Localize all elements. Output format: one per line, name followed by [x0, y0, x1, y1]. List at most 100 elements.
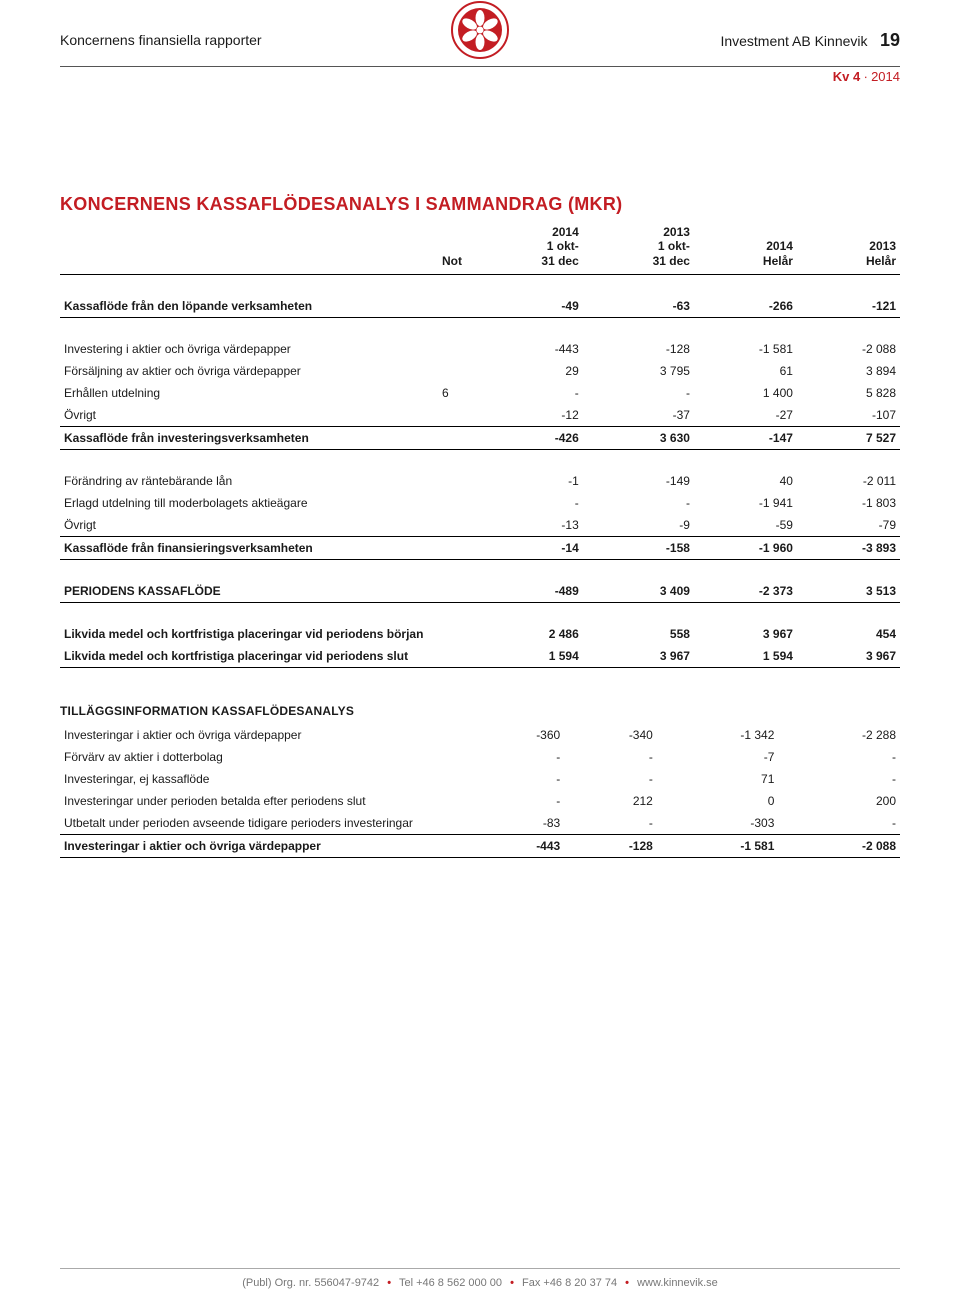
- cell-value: -1: [472, 470, 583, 492]
- table-row: Kassaflöde från finansieringsverksamhete…: [60, 537, 900, 559]
- cell-value: -59: [694, 514, 797, 536]
- dot-icon: •: [387, 1277, 391, 1289]
- cell-value: -49: [472, 295, 583, 317]
- table-row: Förvärv av aktier i dotterbolag - - -7 -: [60, 746, 900, 768]
- table-row: Likvida medel och kortfristiga placering…: [60, 623, 900, 645]
- cell-value: -1 581: [657, 835, 779, 857]
- cell-value: 1 594: [694, 645, 797, 667]
- header-left-title: Koncernens finansiella rapporter: [60, 32, 262, 48]
- page-title: KONCERNENS KASSAFLÖDESANALYS I SAMMANDRA…: [60, 194, 900, 215]
- table-row: Kassaflöde från investeringsverksamheten…: [60, 427, 900, 449]
- cell-value: -2 288: [778, 724, 900, 746]
- cell-value: -266: [694, 295, 797, 317]
- th-col1: 2014 1 okt- 31 dec: [472, 221, 583, 274]
- dot-icon: •: [510, 1277, 514, 1289]
- cell-value: -79: [797, 514, 900, 536]
- cell-value: 200: [778, 790, 900, 812]
- table-row: Erlagd utdelning till moderbolagets akti…: [60, 492, 900, 514]
- kv-dot: ∙: [864, 69, 871, 84]
- cell-label: Investeringar i aktier och övriga värdep…: [60, 835, 438, 857]
- cell-value: -: [472, 492, 583, 514]
- th-empty: [60, 221, 438, 274]
- cell-note: 6: [438, 382, 472, 404]
- table-row: Investering i aktier och övriga värdepap…: [60, 338, 900, 360]
- cell-value: 3 513: [797, 580, 900, 602]
- footer-fax: Fax +46 8 20 37 74: [522, 1277, 617, 1289]
- th-col3: 2014 Helår: [694, 221, 797, 274]
- cell-value: -426: [472, 427, 583, 449]
- cell-value: -: [778, 746, 900, 768]
- cell-value: -37: [583, 404, 694, 426]
- cell-value: 1 400: [694, 382, 797, 404]
- cell-value: -: [564, 746, 657, 768]
- cell-value: -: [472, 768, 565, 790]
- supplementary-table: Investeringar i aktier och övriga värdep…: [60, 724, 900, 858]
- table-row: Övrigt -12 -37 -27 -107: [60, 404, 900, 426]
- cell-value: -63: [583, 295, 694, 317]
- cell-label: Kassaflöde från investeringsverksamheten: [60, 427, 438, 449]
- th-col4: 2013 Helår: [797, 221, 900, 274]
- cell-value: -14: [472, 537, 583, 559]
- cell-value: -3 893: [797, 537, 900, 559]
- cell-value: -12: [472, 404, 583, 426]
- cell-value: 61: [694, 360, 797, 382]
- table-row: Utbetalt under perioden avseende tidigar…: [60, 812, 900, 834]
- cell-value: 558: [583, 623, 694, 645]
- cell-label: Kassaflöde från den löpande verksamheten: [60, 295, 438, 317]
- cell-value: 3 967: [797, 645, 900, 667]
- cell-value: -: [472, 790, 565, 812]
- cell-label: Försäljning av aktier och övriga värdepa…: [60, 360, 438, 382]
- cell-value: 1 594: [472, 645, 583, 667]
- cell-value: 3 894: [797, 360, 900, 382]
- cell-value: 2 486: [472, 623, 583, 645]
- footer-web: www.kinnevik.se: [637, 1277, 718, 1289]
- cell-value: -1 941: [694, 492, 797, 514]
- cell-value: -: [564, 812, 657, 834]
- cell-value: -1 581: [694, 338, 797, 360]
- cell-value: -: [472, 746, 565, 768]
- quarter-label: Kv 4 ∙ 2014: [60, 69, 900, 84]
- cell-label: Likvida medel och kortfristiga placering…: [60, 645, 438, 667]
- cell-value: -83: [472, 812, 565, 834]
- cell-value: 454: [797, 623, 900, 645]
- cell-value: -: [583, 492, 694, 514]
- cell-label: Investering i aktier och övriga värdepap…: [60, 338, 438, 360]
- cell-value: -128: [564, 835, 657, 857]
- cell-value: -2 088: [797, 338, 900, 360]
- cell-value: -: [778, 812, 900, 834]
- cell-label: Utbetalt under perioden avseende tidigar…: [60, 812, 438, 834]
- cell-value: 3 795: [583, 360, 694, 382]
- logo-icon: [450, 0, 510, 60]
- cell-value: -303: [657, 812, 779, 834]
- cell-value: -443: [472, 338, 583, 360]
- kv-prefix: Kv 4: [833, 69, 860, 84]
- cell-value: -: [778, 768, 900, 790]
- cell-value: 71: [657, 768, 779, 790]
- cell-label: PERIODENS KASSAFLÖDE: [60, 580, 438, 602]
- cell-value: -2 373: [694, 580, 797, 602]
- cell-label: Investeringar, ej kassaflöde: [60, 768, 438, 790]
- cell-label: Investeringar under perioden betalda eft…: [60, 790, 438, 812]
- cell-note: [438, 295, 472, 317]
- cell-value: -1 960: [694, 537, 797, 559]
- table-row: Försäljning av aktier och övriga värdepa…: [60, 360, 900, 382]
- cell-value: -107: [797, 404, 900, 426]
- cell-value: -7: [657, 746, 779, 768]
- cell-value: -9: [583, 514, 694, 536]
- cell-label: Erhållen utdelning: [60, 382, 438, 404]
- cell-value: -443: [472, 835, 565, 857]
- supplementary-title: TILLÄGGSINFORMATION KASSAFLÖDESANALYS: [60, 704, 900, 718]
- cell-label: Likvida medel och kortfristiga placering…: [60, 623, 438, 645]
- cell-value: 3 967: [694, 623, 797, 645]
- header-rule: [60, 66, 900, 67]
- cell-value: -128: [583, 338, 694, 360]
- cell-value: 0: [657, 790, 779, 812]
- cell-value: -: [564, 768, 657, 790]
- cell-value: 3 967: [583, 645, 694, 667]
- cell-value: -340: [564, 724, 657, 746]
- table-row: PERIODENS KASSAFLÖDE -489 3 409 -2 373 3…: [60, 580, 900, 602]
- cell-value: -147: [694, 427, 797, 449]
- cell-label: Förändring av räntebärande lån: [60, 470, 438, 492]
- cell-label: Övrigt: [60, 514, 438, 536]
- header-right-company: Investment AB Kinnevik: [720, 33, 867, 49]
